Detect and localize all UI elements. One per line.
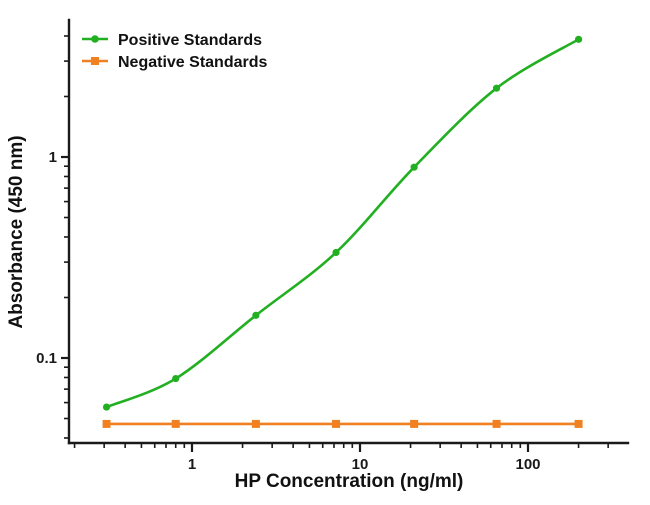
data-point — [410, 163, 418, 171]
legend-marker — [91, 57, 99, 65]
data-point — [492, 419, 501, 428]
data-point — [332, 419, 341, 428]
series-line — [105, 38, 580, 409]
data-series-layer — [102, 35, 583, 428]
x-axis-title: HP Concentration (ng/ml) — [235, 471, 464, 492]
data-point — [171, 419, 180, 428]
legend-label: Positive Standards — [118, 32, 262, 49]
data-point — [172, 374, 180, 383]
y-axis-ticks — [61, 35, 69, 439]
x-axis-tick-labels: 1 10 100 — [188, 456, 541, 473]
data-point — [102, 403, 111, 411]
data-point — [251, 419, 260, 428]
data-point — [332, 248, 340, 257]
y-tick-label: 0.1 — [36, 350, 57, 367]
data-point — [410, 419, 419, 428]
x-tick-label: 1 — [188, 456, 196, 473]
legend-marker — [91, 35, 99, 43]
legend-label: Negative Standards — [118, 54, 267, 71]
x-tick-label: 10 — [352, 456, 369, 473]
y-tick-label: 1 — [49, 149, 57, 166]
legend-item: Negative Standards — [82, 54, 267, 71]
chart-legend: Positive Standards Negative Standards — [82, 32, 267, 71]
y-axis-tick-labels: 10.1 — [36, 149, 57, 367]
legend-item: Positive Standards — [82, 32, 262, 49]
data-point — [574, 419, 583, 428]
data-point — [252, 311, 260, 319]
y-axis-title: Absorbance (450 nm) — [6, 135, 27, 328]
x-tick-label: 100 — [515, 456, 540, 473]
x-axis-ticks — [73, 443, 609, 452]
series-positive-standards — [102, 35, 583, 411]
data-point — [102, 419, 111, 428]
series-negative-standards — [102, 419, 583, 428]
data-point — [492, 84, 501, 92]
data-point — [574, 35, 583, 43]
